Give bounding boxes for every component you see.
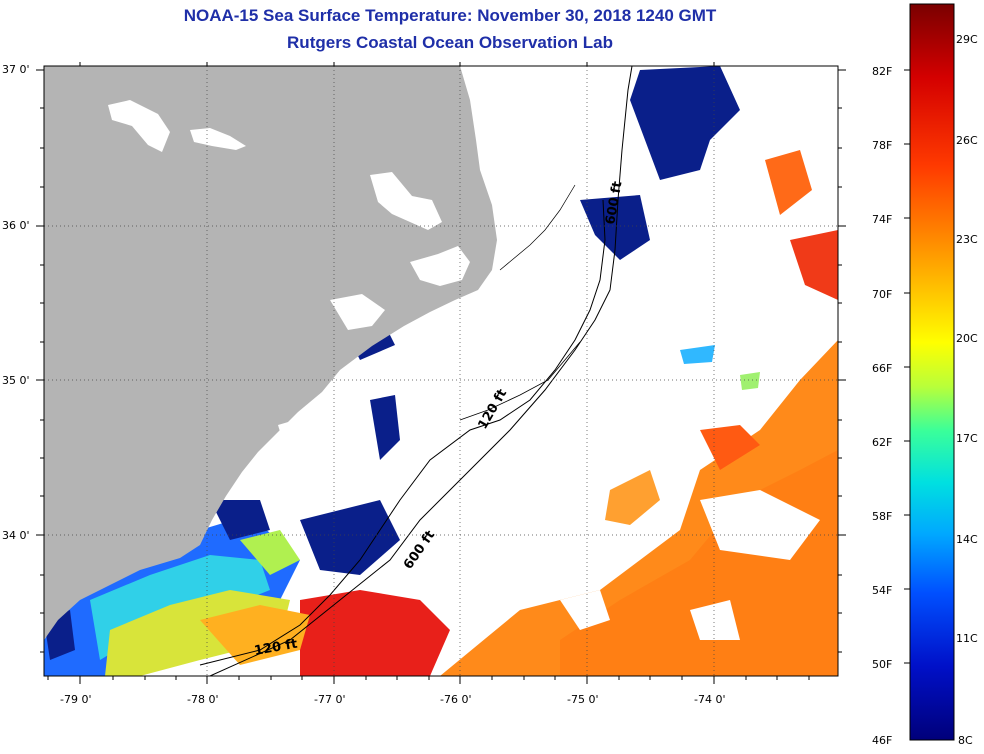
- lat-label-37: 37 0': [2, 63, 30, 76]
- map-frame: [43, 65, 839, 677]
- left-ticks: [36, 62, 846, 684]
- colorbar-c-29: 29C: [956, 33, 978, 46]
- lon-label-78: -78 0': [187, 693, 219, 706]
- map-subtitle: Rutgers Coastal Ocean Observation Lab: [287, 33, 613, 52]
- colorbar-f-50: 50F: [872, 658, 892, 671]
- colorbar-f-82: 82F: [872, 65, 892, 78]
- colorbar-c-17: 17C: [956, 432, 978, 445]
- contour-600ft: [209, 66, 633, 676]
- lon-label-77: -77 0': [314, 693, 346, 706]
- contour-label-600ft-north: 600 ft: [603, 180, 625, 225]
- inland-water: [370, 172, 442, 230]
- graticule: [44, 66, 838, 676]
- contour-label-120ft-south: 120 ft: [253, 637, 298, 659]
- lon-label-75: -75 0': [567, 693, 599, 706]
- colorbar-c-8: 8C: [958, 734, 973, 747]
- colorbar-c-26: 26C: [956, 134, 978, 147]
- lat-label-35: 35 0': [2, 374, 30, 387]
- contour-120ft: [199, 199, 606, 666]
- colorbar-f-70: 70F: [872, 288, 892, 301]
- colorbar-f-58: 58F: [872, 510, 892, 523]
- lon-label-79: -79 0': [60, 693, 92, 706]
- lat-label-36: 36 0': [2, 219, 30, 232]
- colorbar-f-66: 66F: [872, 362, 892, 375]
- cold-water-patch: [630, 66, 740, 180]
- colorbar-c-14: 14C: [956, 533, 978, 546]
- colorbar-f-74: 74F: [872, 213, 892, 226]
- colorbar-c-23: 23C: [956, 233, 978, 246]
- land-mass: [44, 66, 497, 640]
- map-area: 120 ft 600 ft 120 ft 600 ft: [44, 66, 838, 676]
- colorbar-f-62: 62F: [872, 436, 892, 449]
- colorbar-f-78: 78F: [872, 139, 892, 152]
- lat-label-34: 34 0': [2, 529, 30, 542]
- colorbar-ticks: [904, 69, 910, 664]
- map-title: NOAA-15 Sea Surface Temperature: Novembe…: [183, 6, 717, 25]
- colorbar-c-11: 11C: [956, 632, 978, 645]
- temperature-colorbar: [909, 3, 955, 741]
- colorbar-f-54: 54F: [872, 584, 892, 597]
- colorbar-c-20: 20C: [956, 332, 978, 345]
- colorbar-f-46: 46F: [872, 734, 892, 747]
- lon-label-74: -74 0': [694, 693, 726, 706]
- red-water-patch: [300, 590, 450, 676]
- lon-label-76: -76 0': [440, 693, 472, 706]
